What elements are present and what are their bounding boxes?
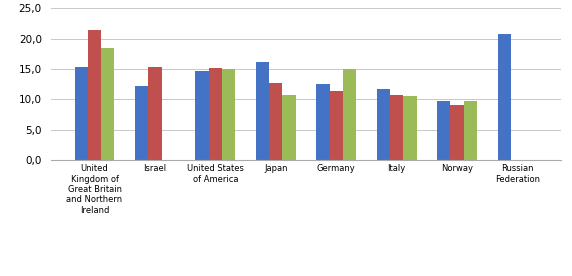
Bar (283, 94, 296, 160)
Bar (329, 91, 343, 160)
Bar (316, 84, 329, 160)
Bar (377, 89, 390, 160)
Bar (88, 30, 101, 160)
Bar (74, 67, 88, 160)
Bar (101, 48, 114, 160)
Bar (269, 83, 283, 160)
Bar (196, 71, 209, 160)
Bar (148, 67, 162, 160)
Bar (437, 101, 450, 160)
Bar (464, 100, 477, 160)
Bar (343, 69, 356, 160)
Bar (135, 86, 148, 160)
Bar (498, 34, 511, 160)
Bar (390, 95, 403, 160)
Bar (450, 105, 464, 160)
Bar (222, 69, 235, 160)
Bar (256, 62, 269, 160)
Legend: primary, lower secondary, upper secondary: primary, lower secondary, upper secondar… (174, 275, 458, 276)
Bar (403, 96, 416, 160)
Bar (209, 68, 222, 160)
